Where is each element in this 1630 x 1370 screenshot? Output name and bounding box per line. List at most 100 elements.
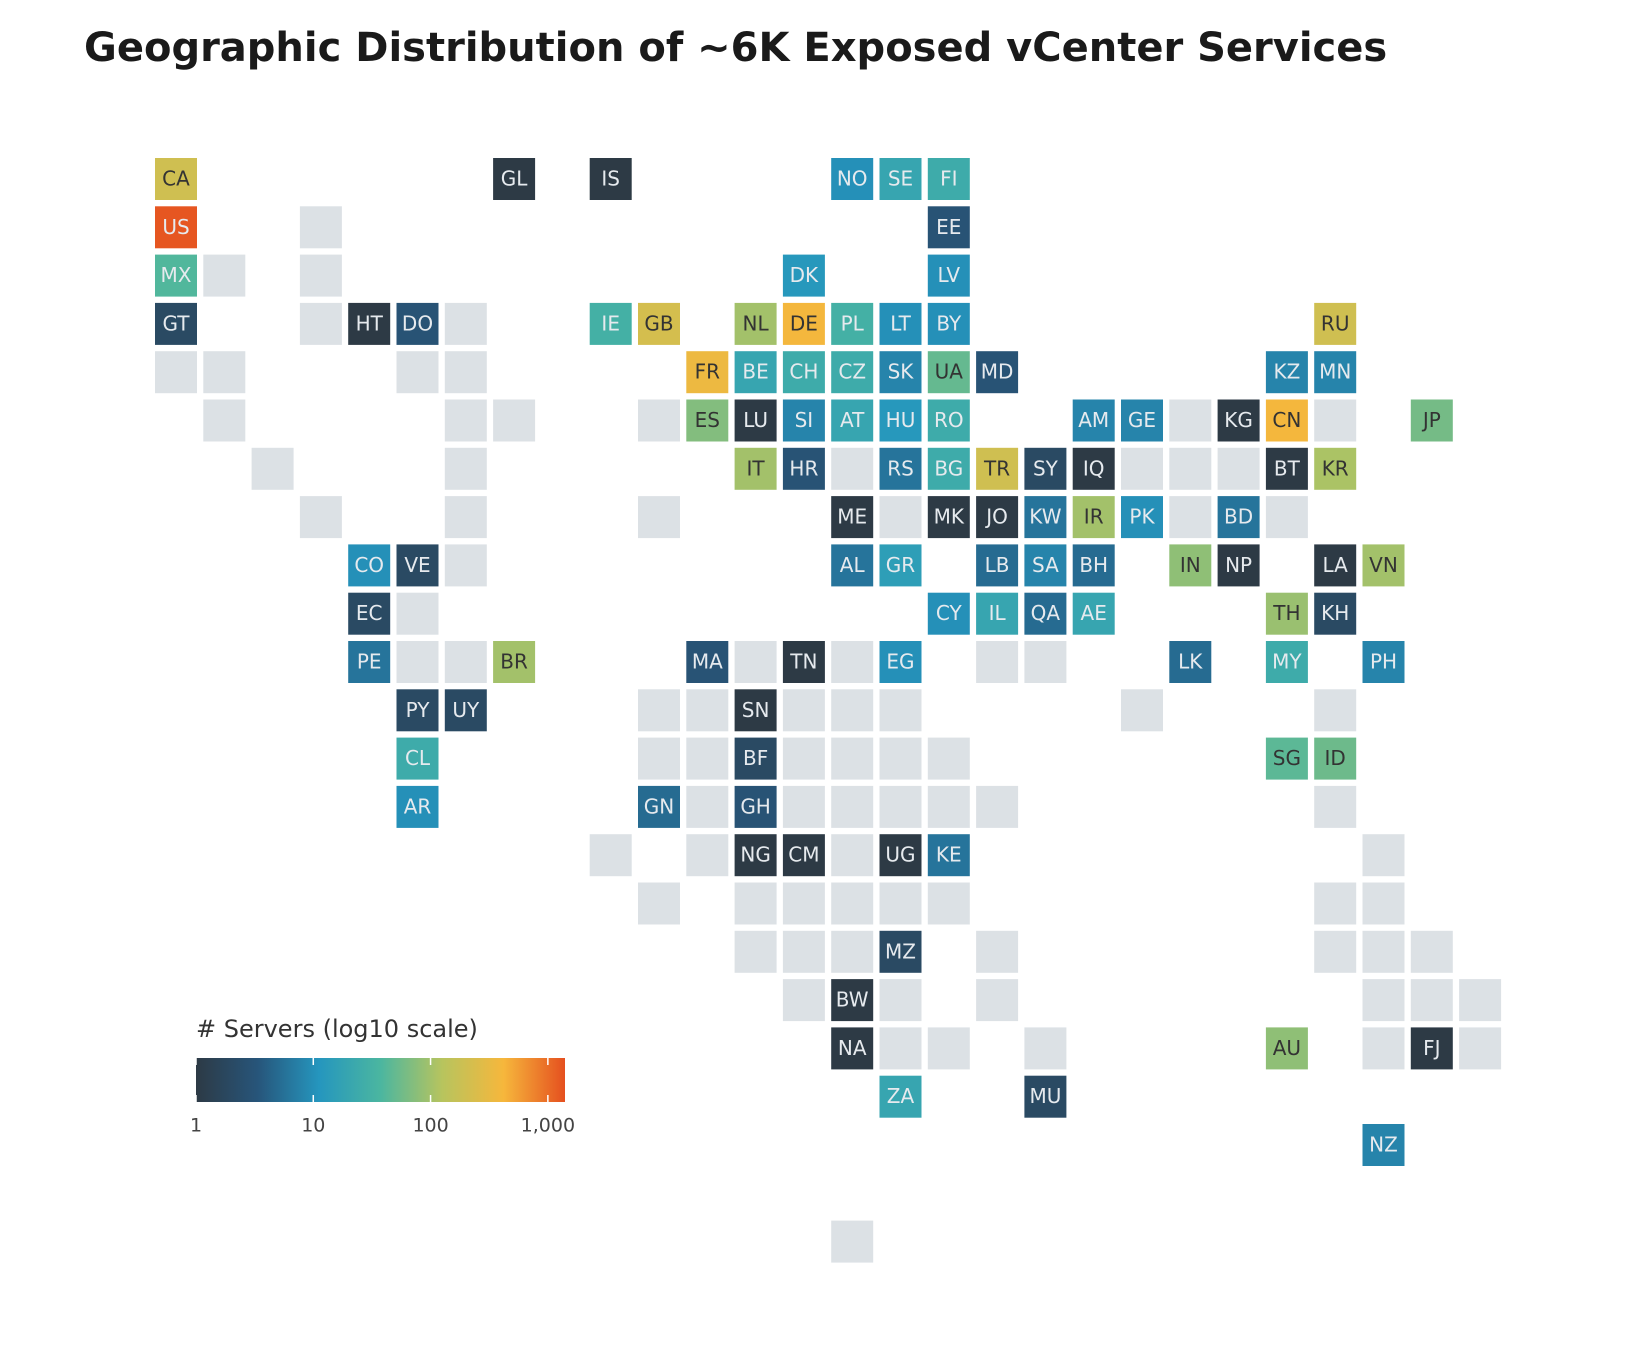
country-label: TH [1272,601,1300,625]
empty-tile [155,351,197,394]
country-tile [638,785,680,828]
country-label: MD [981,360,1014,384]
colorbar-tick-label: 10 [301,1115,325,1137]
empty-tile [396,351,439,394]
country-label: KG [1224,408,1253,432]
empty-tile [638,882,680,925]
country-label: BD [1224,505,1253,529]
colorbar-tick-label: 1 [190,1115,202,1137]
country-tile [976,447,1019,490]
empty-tile [493,399,536,442]
country-tile [734,785,777,828]
country-label: BW [836,988,869,1012]
empty-tile [1217,447,1260,490]
empty-tile [396,641,439,683]
empty-tile [831,1220,874,1263]
empty-tile [1459,1027,1502,1070]
empty-tile [299,254,342,297]
country-tile [1265,351,1308,394]
empty-tile [734,930,777,973]
country-label: GB [644,311,673,335]
country-label: IN [1180,553,1201,577]
empty-tile [1459,979,1502,1022]
country-tile [348,592,391,635]
country-label: KZ [1273,360,1300,384]
country-tile [927,351,970,394]
empty-tile [976,979,1019,1022]
country-label: AU [1273,1036,1301,1060]
country-label: LT [890,311,911,335]
country-label: CL [405,746,431,770]
country-tile [1072,447,1115,490]
country-tile [396,689,439,732]
empty-tile [879,737,922,780]
country-label: GE [1128,408,1156,432]
empty-tile [444,399,487,442]
country-label: IE [601,311,620,335]
country-tile [1072,592,1115,635]
empty-tile [1362,882,1405,925]
country-tile [396,302,439,345]
country-tile [1217,496,1260,539]
country-tile [1024,592,1067,635]
empty-tile [299,302,342,345]
country-tile [782,351,825,394]
country-label: NL [743,311,770,335]
empty-tile [879,1027,922,1070]
country-tile [1265,641,1308,683]
country-label: NO [837,167,868,191]
country-tile [1362,641,1405,683]
country-label: DO [402,311,433,335]
country-tile [879,447,922,490]
empty-tile [879,496,922,539]
country-label: NP [1225,553,1252,577]
country-tile [1265,447,1308,490]
country-label: AR [404,794,432,818]
country-label: PK [1129,505,1155,529]
country-tile [1024,447,1067,490]
empty-tile [396,592,439,635]
empty-tile [831,882,874,925]
empty-tile [686,834,729,877]
country-label: UG [885,843,915,867]
empty-tile [203,351,246,394]
empty-tile [1169,496,1212,539]
country-tile [155,158,197,200]
country-label: BH [1079,553,1108,577]
country-label: SY [1033,456,1059,480]
empty-tile [782,930,825,973]
country-tile [782,834,825,877]
country-label: PY [406,698,431,722]
country-tile [155,254,197,297]
empty-tile [831,641,874,683]
empty-tile [734,641,777,683]
empty-tile [203,399,246,442]
country-tile [1265,1027,1308,1070]
country-tile [879,158,922,200]
country-label: EC [356,601,383,625]
country-label: FI [940,167,957,191]
country-tile [686,641,729,683]
country-tile [927,592,970,635]
empty-tile [831,834,874,877]
empty-tile [299,496,342,539]
country-label: RU [1321,311,1350,335]
country-label: US [162,215,189,239]
country-tile [927,834,970,877]
country-label: VE [404,553,430,577]
country-label: MU [1029,1084,1061,1108]
country-label: NA [838,1036,867,1060]
country-tile [1410,399,1453,442]
country-label: AE [1081,601,1107,625]
country-label: DE [790,311,818,335]
country-tile [879,930,922,973]
country-label: RO [934,408,964,432]
empty-tile [782,882,825,925]
country-tile [976,496,1019,539]
country-tile [879,351,922,394]
country-tile [1265,737,1308,780]
country-label: SK [888,360,915,384]
empty-tile [927,737,970,780]
country-tile [879,302,922,345]
country-tile [782,641,825,683]
